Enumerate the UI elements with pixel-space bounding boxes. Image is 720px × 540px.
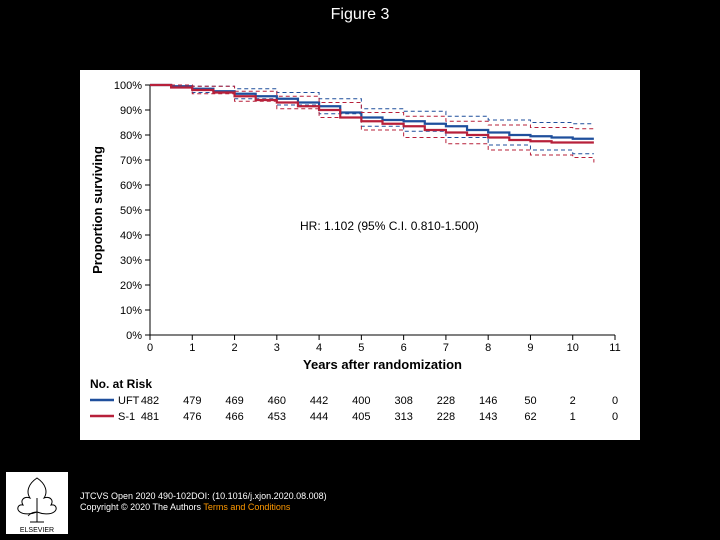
svg-text:20%: 20% [120,280,142,292]
risk-cell: 400 [352,395,370,407]
series-UFT_lo [150,85,594,154]
y-axis-label: Proportion surviving [90,146,105,274]
chart-panel: 0% 10% 20% 30% 40% 50% 60% 70% 80% 90% 100% 0 1 2 3 4 5 6… [80,70,640,440]
svg-text:7: 7 [443,342,449,354]
svg-text:10: 10 [567,342,579,354]
legend-label-S-1: S-1 [118,411,135,423]
x-axis-label: Years after randomization [303,357,462,372]
svg-text:8: 8 [485,342,491,354]
risk-cell: 453 [268,411,286,423]
hr-annotation: HR: 1.102 (95% C.I. 0.810-1.500) [300,219,479,233]
svg-text:11: 11 [609,342,620,354]
svg-text:70%: 70% [120,155,142,167]
risk-cell: 1 [570,411,576,423]
risk-cell: 482 [141,395,159,407]
citation-line1: JTCVS Open 2020 490-102DOI: (10.1016/j.x… [80,491,327,503]
risk-cell: 146 [479,395,497,407]
svg-text:10%: 10% [120,305,142,317]
risk-cell: 50 [524,395,536,407]
risk-cell: 442 [310,395,328,407]
svg-text:0: 0 [147,342,153,354]
svg-text:30%: 30% [120,255,142,267]
svg-text:9: 9 [527,342,533,354]
figure-title: Figure 3 [0,6,720,24]
risk-cell: 0 [612,395,618,407]
svg-text:2: 2 [231,342,237,354]
elsevier-logo: ELSEVIER [6,472,68,534]
publisher-name: ELSEVIER [20,527,54,534]
svg-text:3: 3 [274,342,280,354]
risk-cell: 62 [524,411,536,423]
svg-text:4: 4 [316,342,322,354]
slide: Figure 3 0%10%20%30%40%50%60%70%80%90%10… [0,0,720,540]
risk-cell: 469 [225,395,243,407]
risk-cell: 228 [437,395,455,407]
svg-text:5: 5 [358,342,364,354]
svg-text:40%: 40% [120,230,142,242]
citation-block: JTCVS Open 2020 490-102DOI: (10.1016/j.x… [80,491,327,514]
risk-cell: 444 [310,411,328,423]
risk-cell: 228 [437,411,455,423]
risk-cell: 466 [225,411,243,423]
series-S-1 [150,85,594,143]
svg-text:60%: 60% [120,180,142,192]
risk-header: No. at Risk [90,377,152,391]
risk-cell: 143 [479,411,497,423]
risk-cell: 308 [394,395,412,407]
svg-text:1: 1 [189,342,195,354]
risk-cell: 481 [141,411,159,423]
svg-text:90%: 90% [120,105,142,117]
risk-cell: 479 [183,395,201,407]
svg-text:50%: 50% [120,205,142,217]
legend-label-UFT: UFT [118,395,140,407]
svg-text:80%: 80% [120,130,142,142]
svg-text:100%: 100% [114,80,142,92]
risk-cell: 460 [268,395,286,407]
risk-cell: 2 [570,395,576,407]
citation-line2: Copyright © 2020 The Authors Terms and C… [80,502,327,514]
svg-text:0%: 0% [126,330,142,342]
risk-cell: 313 [394,411,412,423]
svg-text:6: 6 [401,342,407,354]
km-chart: 0% 10% 20% 30% 40% 50% 60% 70% 80% 90% 100% 0 1 2 3 4 5 6… [80,70,640,440]
series-S-1_lo [150,85,594,163]
terms-link[interactable]: Terms and Conditions [203,502,290,512]
risk-cell: 0 [612,411,618,423]
risk-cell: 405 [352,411,370,423]
risk-cell: 476 [183,411,201,423]
